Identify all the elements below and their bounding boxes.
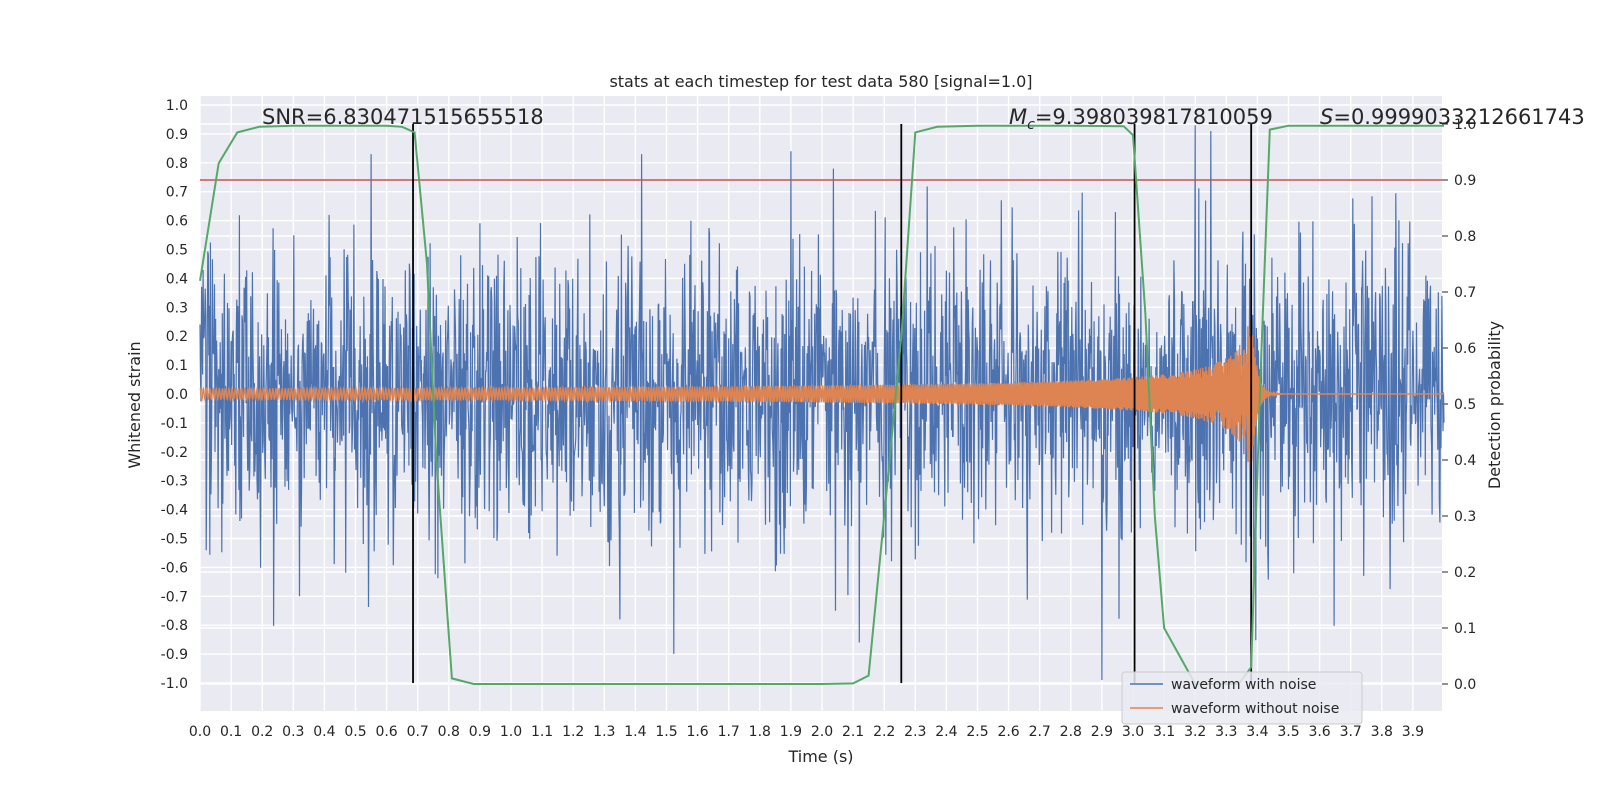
x-tick-label: 1.7 <box>718 724 740 740</box>
x-tick-label: 0.7 <box>407 724 429 740</box>
x-tick-label: 2.7 <box>1029 724 1051 740</box>
y-tick-label: -0.6 <box>161 560 188 576</box>
y2-tick-label: 0.6 <box>1454 341 1476 357</box>
y-tick-label: 0.9 <box>166 127 188 143</box>
x-tick-label: 1.5 <box>655 724 677 740</box>
x-tick-label: 2.6 <box>997 724 1019 740</box>
x-tick-label: 3.6 <box>1308 724 1330 740</box>
y-tick-label: 0.1 <box>166 358 188 374</box>
y2-tick-label: 0.2 <box>1454 565 1476 581</box>
x-tick-label: 3.4 <box>1246 724 1268 740</box>
chirp-mass-subscript: c <box>1027 117 1035 133</box>
x-tick-label: 0.0 <box>189 724 211 740</box>
chart-title: stats at each timestep for test data 580… <box>609 72 1032 91</box>
y-tick-labels: 1.0 0.9 0.8 0.7 0.6 0.5 0.4 0.3 0.2 0.1 0.0 -0.1 -0.… <box>161 98 188 692</box>
x-tick-label: 2.9 <box>1091 724 1113 740</box>
x-tick-label: 0.8 <box>438 724 460 740</box>
y2-tick-label: 0.9 <box>1454 173 1476 189</box>
y2-tick-label: 0.8 <box>1454 229 1476 245</box>
y2-tick-label: 0.0 <box>1454 677 1476 693</box>
x-tick-label: 2.4 <box>935 724 957 740</box>
x-tick-label: 2.1 <box>842 724 864 740</box>
y-tick-label: -0.8 <box>161 618 188 634</box>
x-tick-label: 0.6 <box>375 724 397 740</box>
x-tick-label: 3.7 <box>1340 724 1362 740</box>
x-tick-label: 0.2 <box>251 724 273 740</box>
x-tick-label: 1.1 <box>531 724 553 740</box>
x-tick-label: 1.8 <box>749 724 771 740</box>
y-tick-label: -0.4 <box>161 503 188 519</box>
waveform-without-noise-line <box>199 319 1444 470</box>
y2-tick-label: 0.3 <box>1454 509 1476 525</box>
legend-label-noise: waveform with noise <box>1171 677 1316 693</box>
x-tick-label: 2.8 <box>1060 724 1082 740</box>
vertical-markers <box>412 124 1253 683</box>
x-axis-label: Time (s) <box>787 747 853 766</box>
x-tick-label: 0.1 <box>220 724 242 740</box>
y2-tick-label: 1.0 <box>1454 117 1476 133</box>
y2-tick-label: 0.4 <box>1454 453 1476 469</box>
spin-value: =0.9999033212661743 <box>1333 105 1584 129</box>
y-tick-label: 0.3 <box>166 300 188 316</box>
x-tick-label: 2.5 <box>966 724 988 740</box>
y-tick-label: 0.2 <box>166 329 188 345</box>
x-tick-label: 3.3 <box>1215 724 1237 740</box>
y2-tick-labels: 1.0 0.9 0.8 0.7 0.6 0.5 0.4 0.3 0.2 0.1 0.0 <box>1454 117 1476 693</box>
y2-axis-label: Detection probability <box>1485 321 1504 489</box>
chirp-mass-symbol: M <box>1009 105 1027 129</box>
y2-tick-label: 0.5 <box>1454 397 1476 413</box>
chirp-mass-value: =9.398039817810059 <box>1035 105 1273 129</box>
x-tick-label: 0.5 <box>344 724 366 740</box>
y-tick-label: 0.5 <box>166 243 188 259</box>
x-tick-label: 0.9 <box>469 724 491 740</box>
snr-annotation: SNR=6.830471515655518 <box>262 105 544 129</box>
x-tick-label: 2.2 <box>873 724 895 740</box>
x-tick-label: 1.3 <box>593 724 615 740</box>
x-tick-label: 1.6 <box>686 724 708 740</box>
y-tick-label: 0.0 <box>166 387 188 403</box>
legend: waveform with noise waveform without noi… <box>1121 671 1363 725</box>
y-tick-label: -1.0 <box>161 676 188 692</box>
y2-tick-label: 0.7 <box>1454 285 1476 301</box>
x-tick-label: 3.0 <box>1122 724 1144 740</box>
x-tick-label: 3.5 <box>1277 724 1299 740</box>
y-tick-label: 1.0 <box>166 98 188 114</box>
x-tick-labels: 0.0 0.1 0.2 0.3 0.4 0.5 0.6 0.7 0.8 0.9 1.0 1.1 1.2 1… <box>189 724 1424 740</box>
x-tick-label: 1.4 <box>624 724 646 740</box>
y2-tick-label: 0.1 <box>1454 621 1476 637</box>
x-tick-label: 1.0 <box>500 724 522 740</box>
x-tick-label: 3.2 <box>1184 724 1206 740</box>
x-tick-label: 0.3 <box>282 724 304 740</box>
series-waveform-without-noise <box>199 319 1444 470</box>
y-tick-label: 0.7 <box>166 185 188 201</box>
y-tick-label: -0.7 <box>161 589 188 605</box>
y-tick-label: -0.5 <box>161 532 188 548</box>
legend-label-clean: waveform without noise <box>1171 701 1339 717</box>
y-tick-label: -0.2 <box>161 445 188 461</box>
chirp-mass-annotation: Mc=9.398039817810059 <box>1009 105 1273 133</box>
x-tick-label: 2.0 <box>811 724 833 740</box>
spin-symbol: S <box>1320 105 1333 129</box>
x-tick-label: 1.9 <box>780 724 802 740</box>
x-tick-label: 2.3 <box>904 724 926 740</box>
x-tick-label: 0.4 <box>313 724 335 740</box>
y-tick-label: -0.1 <box>161 416 188 432</box>
x-tick-label: 3.9 <box>1402 724 1424 740</box>
y-tick-label: 0.6 <box>166 214 188 230</box>
y-tick-label: 0.8 <box>166 156 188 172</box>
y-tick-label: -0.9 <box>161 647 188 663</box>
y-tick-label: 0.4 <box>166 271 188 287</box>
x-tick-label: 1.2 <box>562 724 584 740</box>
y-axis-label: Whitened strain <box>125 341 144 468</box>
x-tick-label: 3.8 <box>1371 724 1393 740</box>
spin-annotation: S=0.9999033212661743 <box>1320 105 1585 129</box>
legend-box <box>1121 671 1363 725</box>
y-tick-label: -0.3 <box>161 474 188 490</box>
x-tick-label: 3.1 <box>1153 724 1175 740</box>
